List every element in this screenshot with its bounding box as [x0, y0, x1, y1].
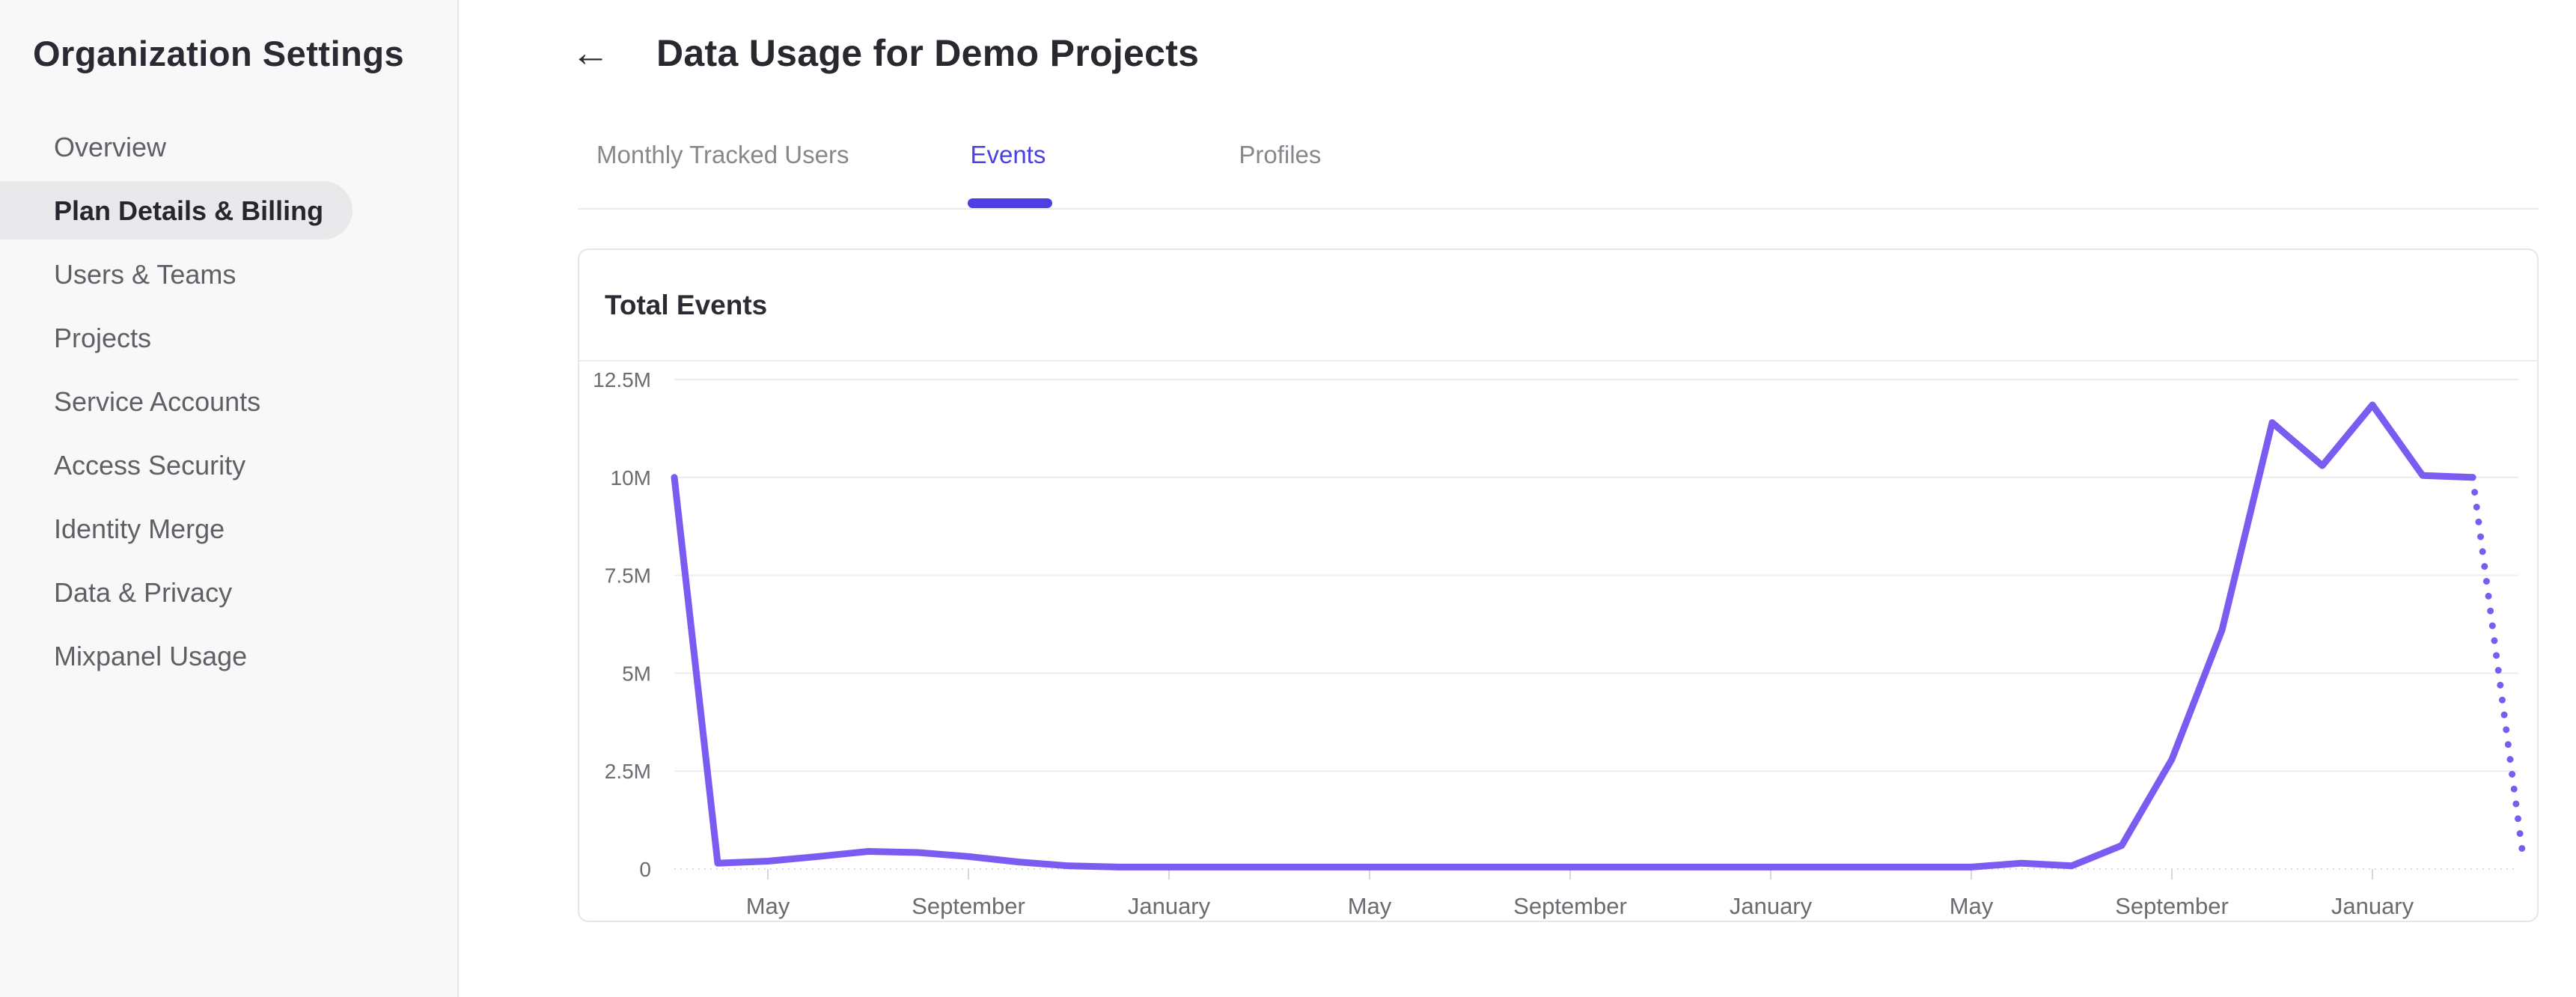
sidebar-item-label: Service Accounts — [54, 385, 261, 417]
y-axis-label: 7.5M — [605, 564, 651, 588]
sidebar: Organization Settings Overview Plan Detai… — [0, 0, 459, 997]
back-button[interactable]: ← — [571, 30, 617, 76]
sidebar-item-label: Users & Teams — [54, 258, 236, 290]
sidebar-item-label: Data & Privacy — [54, 576, 233, 608]
total-events-line — [671, 401, 2476, 871]
sidebar-item-plan-details-billing[interactable]: Plan Details & Billing — [0, 179, 457, 243]
chart-card-header: Total Events — [579, 250, 2537, 362]
sidebar-item-mixpanel-usage[interactable]: Mixpanel Usage — [0, 624, 457, 688]
sidebar-item-label: Projects — [54, 322, 152, 353]
page-header: ← Data Usage for Demo Projects — [459, 0, 2576, 76]
chart-title: Total Events — [605, 289, 768, 320]
sidebar-item-service-accounts[interactable]: Service Accounts — [0, 370, 457, 433]
sidebar-title: Organization Settings — [33, 34, 405, 73]
y-axis-label: 12.5M — [593, 368, 651, 391]
tab-events[interactable]: Events — [968, 139, 1053, 208]
tab-bar: Monthly Tracked Users Events Profiles — [578, 120, 2539, 210]
sidebar-nav: Overview Plan Details & Billing Users & Te… — [0, 115, 457, 688]
sidebar-item-users-teams[interactable]: Users & Teams — [0, 243, 457, 306]
sidebar-item-label: Plan Details & Billing — [54, 195, 324, 226]
x-axis-label: May — [746, 893, 790, 919]
y-axis-label: 0 — [639, 858, 651, 881]
arrow-left-icon: ← — [571, 31, 610, 75]
x-axis-label: May — [1348, 893, 1392, 919]
x-axis-label: January — [1128, 893, 1211, 919]
x-axis-label: January — [2331, 893, 2414, 919]
sidebar-item-label: Mixpanel Usage — [54, 640, 248, 671]
page-title: Data Usage for Demo Projects — [656, 32, 1200, 74]
x-axis-label: September — [1513, 893, 1627, 919]
events-line-chart[interactable]: 0 2.5M 5M 7.5M 10M 12.5M May September January Ma… — [579, 362, 2537, 919]
sidebar-item-label: Access Security — [54, 449, 246, 481]
x-axis-label: September — [912, 893, 1025, 919]
main-content: ← Data Usage for Demo Projects Monthly T… — [459, 0, 2576, 997]
sidebar-item-identity-merge[interactable]: Identity Merge — [0, 497, 457, 561]
sidebar-item-access-security[interactable]: Access Security — [0, 433, 457, 497]
tab-profiles[interactable]: Profiles — [1239, 139, 1321, 208]
x-axis-label: May — [1950, 893, 1994, 919]
y-axis-label: 2.5M — [605, 760, 651, 783]
chart-card: Total Events 0 2.5M 5M 7.5M 10M 12.5M May Septe… — [578, 249, 2539, 922]
sidebar-item-projects[interactable]: Projects — [0, 306, 457, 370]
sidebar-item-label: Overview — [54, 131, 167, 162]
sidebar-item-overview[interactable]: Overview — [0, 115, 457, 179]
y-axis-label: 5M — [622, 662, 651, 685]
x-axis-label: January — [1730, 893, 1813, 919]
tab-monthly-tracked-users[interactable]: Monthly Tracked Users — [596, 139, 849, 208]
sidebar-item-data-privacy[interactable]: Data & Privacy — [0, 561, 457, 624]
sidebar-item-label: Identity Merge — [54, 513, 225, 544]
x-axis-label: September — [2115, 893, 2229, 919]
y-axis-label: 10M — [611, 466, 651, 490]
total-events-projection-dotted — [2469, 474, 2527, 859]
